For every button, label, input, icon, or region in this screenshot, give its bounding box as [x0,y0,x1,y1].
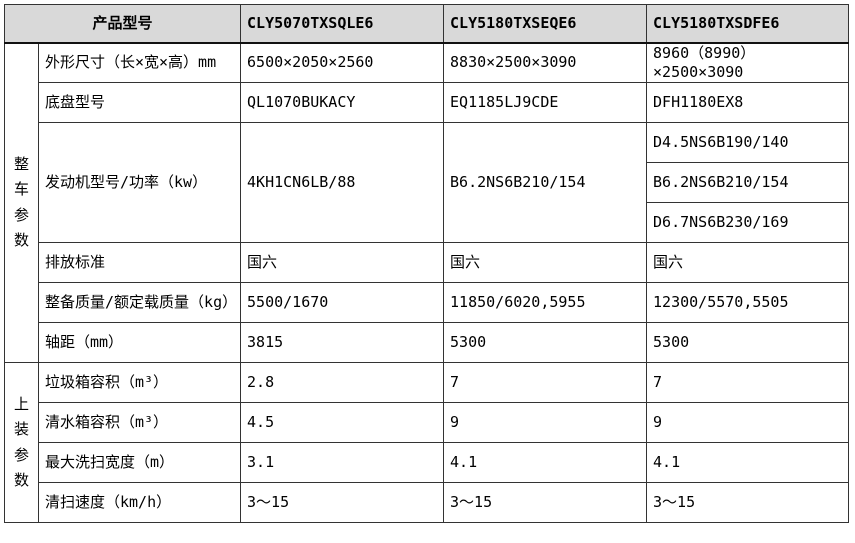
group-body-params-label: 上装参数 [13,394,29,490]
cell-sweep-speed-model1: 3～15 [240,482,445,523]
cell-emission-model1: 国六 [240,242,445,283]
cell-dimensions-model2: 8830×2500×3090 [443,42,648,83]
cell-chassis-model2: EQ1185LJ9CDE [443,82,648,123]
row-label-dimensions: 外形尺寸（长×宽×高）mm [37,42,242,83]
cell-chassis-model3: DFH1180EX8 [646,82,850,123]
vehicle-spec-table: 产品型号 CLY5070TXSQLE6 CLY5180TXSEQE6 CLY51… [3,4,850,523]
cell-garbage-box-model3: 7 [646,362,850,403]
table-row: 底盘型号 QL1070BUKACY EQ1185LJ9CDE DFH1180EX… [5,82,850,123]
cell-sweep-width-model3: 4.1 [646,442,850,483]
table-row: 上装参数 垃圾箱容积（m³） 2.8 7 7 [4,362,850,523]
header-model-1: CLY5070TXSQLE6 [240,4,445,44]
table-row: D6.7NS6B230/169 [5,202,850,243]
cell-sweep-speed-model2: 3～15 [443,482,648,523]
table-row: 整车参数 外形尺寸（长×宽×高）mm 6500×2050×2560 8830×2… [4,42,850,363]
table-row: 最大洗扫宽度（m） 3.1 4.1 4.1 [5,442,850,483]
cell-mass-model1: 5500/1670 [240,282,445,323]
cell-sweep-width-model1: 3.1 [240,442,445,483]
cell-engine-model3-option3: D6.7NS6B230/169 [646,202,850,243]
cell-sweep-speed-model3: 3～15 [646,482,850,523]
cell-wheelbase-model1: 3815 [240,322,445,363]
table-row: 轴距（mm） 3815 5300 5300 [5,322,850,363]
group-vehicle-params: 整车参数 [4,42,39,363]
table-row: 整备质量/额定载质量（kg） 5500/1670 11850/6020,5955… [5,282,850,323]
cell-engine-model3-option2: B6.2NS6B210/154 [646,162,850,203]
group-vehicle-params-label: 整车参数 [13,154,29,250]
cell-dimensions-model1: 6500×2050×2560 [240,42,445,83]
cell-water-tank-model3: 9 [646,402,850,443]
cell-water-tank-model1: 4.5 [240,402,445,443]
row-label-engine: 发动机型号/功率（kw） [37,122,242,243]
table-header-row: 产品型号 CLY5070TXSQLE6 CLY5180TXSEQE6 CLY51… [3,4,850,44]
cell-garbage-box-model2: 7 [443,362,648,403]
row-label-sweep-width: 最大洗扫宽度（m） [37,442,242,483]
cell-chassis-model1: QL1070BUKACY [240,82,445,123]
table-row: 排放标准 国六 国六 国六 [5,242,850,283]
cell-mass-model2: 11850/6020,5955 [443,282,648,323]
group-body-params: 上装参数 [4,362,39,523]
cell-wheelbase-model2: 5300 [443,322,648,363]
header-model-3: CLY5180TXSDFE6 [646,4,850,44]
table-row: B6.2NS6B210/154 [5,162,850,203]
row-label-wheelbase: 轴距（mm） [37,322,242,363]
row-label-sweep-speed: 清扫速度（km/h） [37,482,242,523]
cell-garbage-box-model1: 2.8 [240,362,445,403]
row-label-emission: 排放标准 [37,242,242,283]
cell-emission-model2: 国六 [443,242,648,283]
table-row: 发动机型号/功率（kw） 4KH1CN6LB/88 B6.2NS6B210/15… [5,122,850,243]
cell-sweep-width-model2: 4.1 [443,442,648,483]
cell-water-tank-model2: 9 [443,402,648,443]
row-label-garbage-box: 垃圾箱容积（m³） [37,362,242,403]
cell-engine-model3-option1: D4.5NS6B190/140 [646,122,850,163]
header-product-model: 产品型号 [3,4,242,44]
cell-emission-model3: 国六 [646,242,850,283]
header-model-2: CLY5180TXSEQE6 [443,4,648,44]
cell-engine-model1: 4KH1CN6LB/88 [240,122,445,243]
row-label-water-tank: 清水箱容积（m³） [37,402,242,443]
table-row: 清扫速度（km/h） 3～15 3～15 3～15 [5,482,850,523]
row-label-chassis: 底盘型号 [37,82,242,123]
cell-dimensions-model3: 8960（8990）×2500×3090 [646,42,850,83]
cell-wheelbase-model3: 5300 [646,322,850,363]
cell-engine-model2: B6.2NS6B210/154 [443,122,648,243]
row-label-mass: 整备质量/额定载质量（kg） [37,282,242,323]
table-row: 清水箱容积（m³） 4.5 9 9 [5,402,850,443]
cell-mass-model3: 12300/5570,5505 [646,282,850,323]
